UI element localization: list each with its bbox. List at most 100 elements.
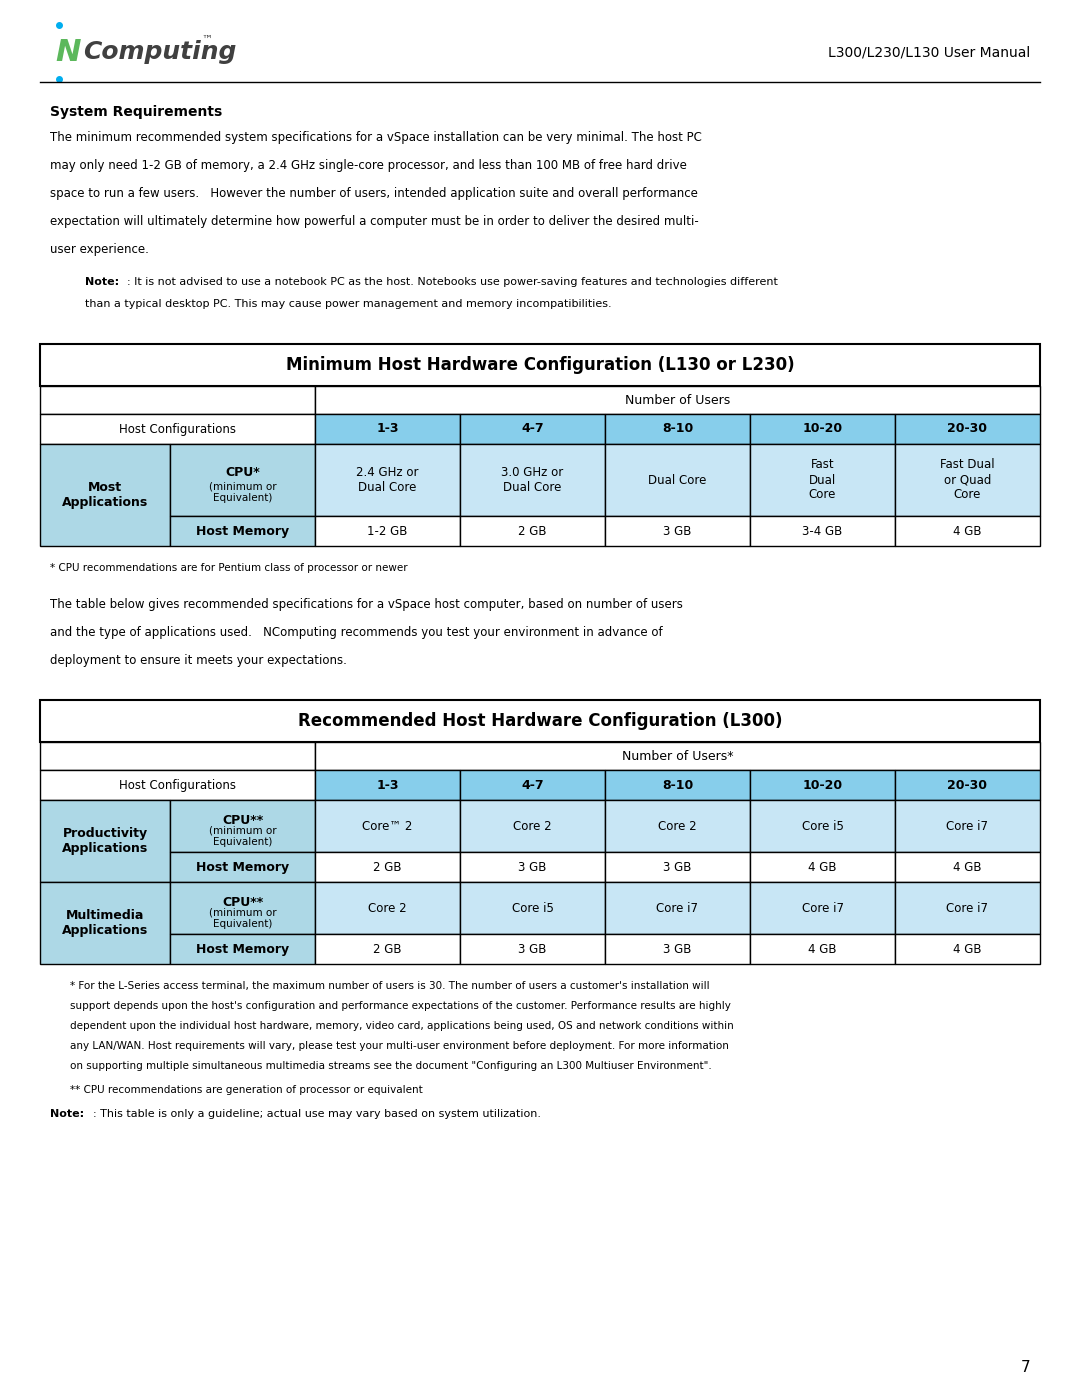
Text: Core™ 2: Core™ 2 bbox=[362, 820, 413, 833]
FancyBboxPatch shape bbox=[460, 882, 605, 935]
Text: Core i7: Core i7 bbox=[801, 901, 843, 915]
FancyBboxPatch shape bbox=[605, 515, 750, 546]
Text: Core 2: Core 2 bbox=[658, 820, 697, 833]
Text: The minimum recommended system specifications for a vSpace installation can be v: The minimum recommended system specifica… bbox=[50, 130, 702, 144]
Text: Fast
Dual
Core: Fast Dual Core bbox=[809, 458, 836, 502]
Text: 8-10: 8-10 bbox=[662, 422, 693, 436]
FancyBboxPatch shape bbox=[40, 800, 170, 882]
FancyBboxPatch shape bbox=[750, 882, 895, 935]
Text: Most
Applications: Most Applications bbox=[62, 481, 148, 509]
FancyBboxPatch shape bbox=[315, 882, 460, 935]
Text: user experience.: user experience. bbox=[50, 243, 149, 256]
FancyBboxPatch shape bbox=[170, 882, 315, 935]
Text: Productivity
Applications: Productivity Applications bbox=[62, 827, 148, 855]
Text: Core i7: Core i7 bbox=[657, 901, 699, 915]
Text: 3-4 GB: 3-4 GB bbox=[802, 524, 842, 538]
Text: Note:: Note: bbox=[50, 1109, 84, 1119]
FancyBboxPatch shape bbox=[170, 515, 315, 546]
Text: 2.4 GHz or
Dual Core: 2.4 GHz or Dual Core bbox=[356, 467, 419, 495]
Text: CPU**: CPU** bbox=[221, 813, 264, 827]
Text: : It is not advised to use a notebook PC as the host. Notebooks use power-saving: : It is not advised to use a notebook PC… bbox=[127, 277, 778, 286]
Text: Host Configurations: Host Configurations bbox=[119, 778, 237, 792]
Text: 3.0 GHz or
Dual Core: 3.0 GHz or Dual Core bbox=[501, 467, 564, 495]
FancyBboxPatch shape bbox=[605, 800, 750, 852]
FancyBboxPatch shape bbox=[750, 414, 895, 444]
Text: Number of Users*: Number of Users* bbox=[622, 750, 733, 763]
FancyBboxPatch shape bbox=[605, 770, 750, 800]
Text: 4 GB: 4 GB bbox=[954, 861, 982, 873]
FancyBboxPatch shape bbox=[895, 852, 1040, 882]
FancyBboxPatch shape bbox=[750, 800, 895, 852]
FancyBboxPatch shape bbox=[605, 852, 750, 882]
FancyBboxPatch shape bbox=[460, 935, 605, 964]
Text: N: N bbox=[55, 38, 81, 67]
Text: 10-20: 10-20 bbox=[802, 422, 842, 436]
Text: Number of Users: Number of Users bbox=[625, 394, 730, 407]
FancyBboxPatch shape bbox=[40, 386, 315, 414]
Text: CPU**: CPU** bbox=[221, 895, 264, 908]
FancyBboxPatch shape bbox=[315, 800, 460, 852]
Text: 8-10: 8-10 bbox=[662, 778, 693, 792]
Text: Host Configurations: Host Configurations bbox=[119, 422, 237, 436]
FancyBboxPatch shape bbox=[40, 742, 315, 770]
Text: 3 GB: 3 GB bbox=[663, 524, 691, 538]
Text: System Requirements: System Requirements bbox=[50, 105, 222, 119]
Text: space to run a few users.   However the number of users, intended application su: space to run a few users. However the nu… bbox=[50, 187, 698, 200]
Text: Dual Core: Dual Core bbox=[648, 474, 706, 486]
FancyBboxPatch shape bbox=[40, 770, 315, 800]
FancyBboxPatch shape bbox=[315, 386, 1040, 414]
FancyBboxPatch shape bbox=[895, 770, 1040, 800]
FancyBboxPatch shape bbox=[460, 770, 605, 800]
Text: may only need 1-2 GB of memory, a 2.4 GHz single-core processor, and less than 1: may only need 1-2 GB of memory, a 2.4 GH… bbox=[50, 158, 687, 172]
Text: Recommended Host Hardware Configuration (L300): Recommended Host Hardware Configuration … bbox=[298, 712, 782, 731]
FancyBboxPatch shape bbox=[895, 935, 1040, 964]
Text: Note:: Note: bbox=[85, 277, 119, 286]
Text: (minimum or
Equivalent): (minimum or Equivalent) bbox=[208, 826, 276, 847]
Text: Host Memory: Host Memory bbox=[195, 943, 289, 956]
FancyBboxPatch shape bbox=[315, 770, 460, 800]
Text: and the type of applications used.   NComputing recommends you test your environ: and the type of applications used. NComp… bbox=[50, 626, 663, 638]
Text: 2 GB: 2 GB bbox=[374, 861, 402, 873]
Text: any LAN/WAN. Host requirements will vary, please test your multi-user environmen: any LAN/WAN. Host requirements will vary… bbox=[70, 1041, 729, 1051]
Text: 3 GB: 3 GB bbox=[518, 861, 546, 873]
FancyBboxPatch shape bbox=[170, 852, 315, 882]
FancyBboxPatch shape bbox=[895, 882, 1040, 935]
FancyBboxPatch shape bbox=[605, 414, 750, 444]
Text: Minimum Host Hardware Configuration (L130 or L230): Minimum Host Hardware Configuration (L13… bbox=[286, 356, 794, 374]
Text: ™: ™ bbox=[201, 35, 212, 45]
Text: 1-2 GB: 1-2 GB bbox=[367, 524, 407, 538]
Text: than a typical desktop PC. This may cause power management and memory incompatib: than a typical desktop PC. This may caus… bbox=[85, 299, 611, 309]
Text: 1-3: 1-3 bbox=[376, 422, 399, 436]
Text: 4-7: 4-7 bbox=[522, 778, 544, 792]
FancyBboxPatch shape bbox=[750, 935, 895, 964]
FancyBboxPatch shape bbox=[605, 444, 750, 515]
Text: 4 GB: 4 GB bbox=[808, 943, 837, 956]
FancyBboxPatch shape bbox=[170, 800, 315, 852]
Text: support depends upon the host's configuration and performance expectations of th: support depends upon the host's configur… bbox=[70, 1002, 731, 1011]
FancyBboxPatch shape bbox=[170, 444, 315, 515]
FancyBboxPatch shape bbox=[40, 882, 170, 964]
Text: dependent upon the individual host hardware, memory, video card, applications be: dependent upon the individual host hardw… bbox=[70, 1021, 733, 1031]
Text: Computing: Computing bbox=[83, 41, 237, 64]
Text: Multimedia
Applications: Multimedia Applications bbox=[62, 909, 148, 937]
FancyBboxPatch shape bbox=[750, 852, 895, 882]
Text: 4 GB: 4 GB bbox=[954, 524, 982, 538]
Text: L300/L230/L130 User Manual: L300/L230/L130 User Manual bbox=[827, 45, 1030, 59]
Text: Core i7: Core i7 bbox=[946, 901, 988, 915]
Text: 4 GB: 4 GB bbox=[808, 861, 837, 873]
Text: 1-3: 1-3 bbox=[376, 778, 399, 792]
FancyBboxPatch shape bbox=[895, 515, 1040, 546]
FancyBboxPatch shape bbox=[40, 444, 170, 546]
FancyBboxPatch shape bbox=[315, 742, 1040, 770]
FancyBboxPatch shape bbox=[170, 935, 315, 964]
Text: (minimum or
Equivalent): (minimum or Equivalent) bbox=[208, 907, 276, 929]
FancyBboxPatch shape bbox=[315, 515, 460, 546]
Text: : This table is only a guideline; actual use may vary based on system utilizatio: : This table is only a guideline; actual… bbox=[93, 1109, 541, 1119]
FancyBboxPatch shape bbox=[315, 935, 460, 964]
Text: 10-20: 10-20 bbox=[802, 778, 842, 792]
Text: Host Memory: Host Memory bbox=[195, 861, 289, 873]
FancyBboxPatch shape bbox=[750, 444, 895, 515]
Text: deployment to ensure it meets your expectations.: deployment to ensure it meets your expec… bbox=[50, 654, 347, 666]
Text: * CPU recommendations are for Pentium class of processor or newer: * CPU recommendations are for Pentium cl… bbox=[50, 563, 407, 573]
Text: expectation will ultimately determine how powerful a computer must be in order t: expectation will ultimately determine ho… bbox=[50, 215, 699, 228]
